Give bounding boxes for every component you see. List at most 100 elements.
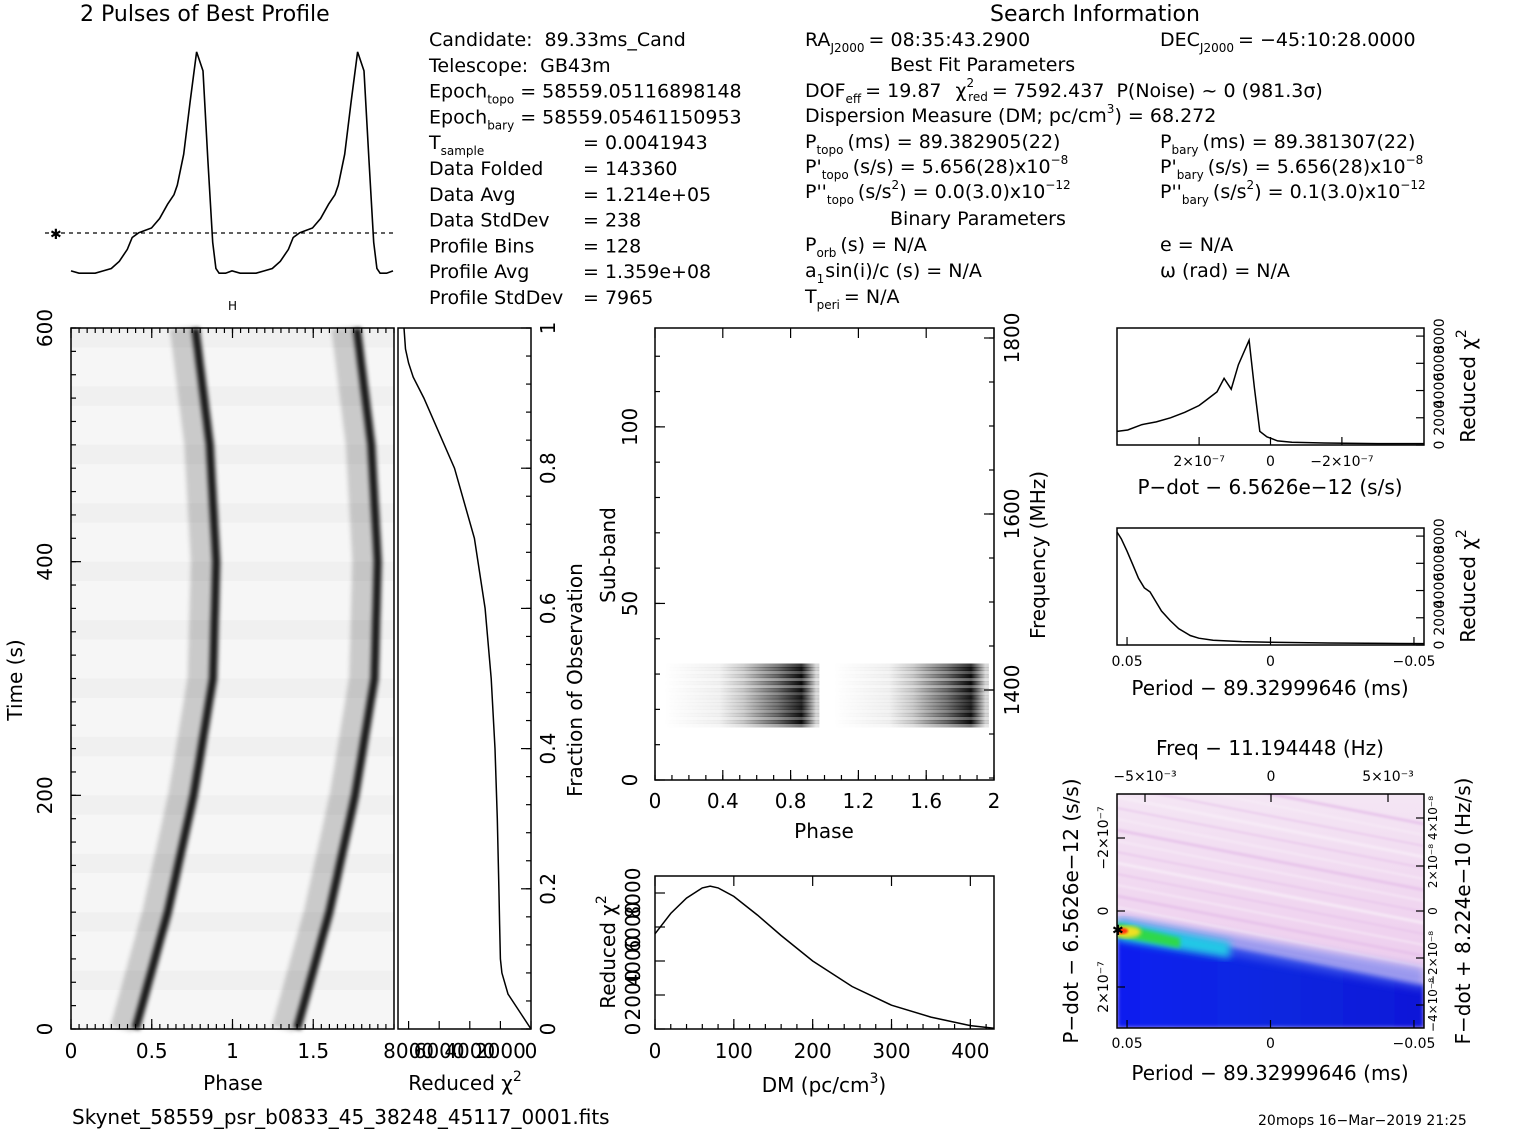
axis-label: Reduced χ2 xyxy=(594,895,620,1009)
time-phase-pulses xyxy=(110,326,382,1032)
subband-pulse xyxy=(719,691,816,696)
time-phase-row xyxy=(71,814,394,835)
candidate-info-label: Candidate: xyxy=(429,29,533,51)
candidate-info-row: Data StdDev = 238 xyxy=(429,210,641,232)
time-phase-row xyxy=(71,561,394,582)
period-pdot-streak xyxy=(1262,794,1424,826)
subband-pulse xyxy=(719,670,816,675)
axis-label: Freq − 11.194448 (Hz) xyxy=(1156,736,1384,760)
candidate-info-value: = 1.214e+05 xyxy=(583,184,711,206)
subband-ytick-label: 100 xyxy=(618,408,642,446)
axis-label-sup: 2 xyxy=(1454,329,1470,338)
fraction-ytick-label: 0.8 xyxy=(536,452,560,484)
dm-ytick-label: 0 xyxy=(621,1023,645,1036)
time-phase-xtick-label: 1 xyxy=(226,1039,239,1063)
subband-pulse xyxy=(719,695,816,700)
time-phase-row xyxy=(71,620,394,640)
axis-label: P−dot − 6.5626e−12 (s/s) xyxy=(1059,778,1083,1043)
time-phase-row xyxy=(71,756,394,776)
subband-pulse xyxy=(888,723,986,728)
period-chi2-line xyxy=(1116,531,1425,645)
period-pdot-peak-core xyxy=(1117,928,1128,934)
pdot-xtick-label: 0 xyxy=(1266,454,1275,470)
time-phase-row xyxy=(71,892,394,913)
period-pdot-xtick-label: 0 xyxy=(1266,1036,1275,1052)
axis-label-text: Fraction of Observation xyxy=(563,563,587,797)
fraction-ytick-label: 0 xyxy=(536,1023,560,1036)
subband-pulse xyxy=(888,667,986,671)
time-phase-row xyxy=(71,347,394,367)
pddot-topo-line: P''topo (s/s2) = 0.0(3.0)x10−12 xyxy=(805,178,1071,207)
candidate-info-label: Profile StdDev xyxy=(429,287,563,309)
subband-xtick-label: 1.2 xyxy=(842,789,874,813)
time-phase-panel: 0 0.5 1 1.5 0 200 400 600 xyxy=(33,309,395,1063)
subband-xtick-label: 0.8 xyxy=(775,789,807,813)
candidate-info-label: Profile Avg xyxy=(429,261,529,283)
axis-label-text: DM (pc/cm xyxy=(762,1073,870,1097)
time-phase-row xyxy=(71,542,394,562)
fraction-xtick-label: 6000 xyxy=(414,1039,465,1063)
period-pdot-streak xyxy=(1117,851,1424,913)
candidate-info-row: Profile Avg = 1.359e+08 xyxy=(429,261,711,283)
subband-pulse xyxy=(719,720,816,724)
time-phase-ytick-label: 400 xyxy=(33,543,57,581)
fdot-ytick-label: 2×10⁻⁸ xyxy=(1426,844,1440,888)
subband-xtick-label: 1.6 xyxy=(910,789,942,813)
period-pdot-ytick-label: −2×10⁻⁷ xyxy=(1096,806,1112,869)
axis-label-text: Period − 89.32999646 (ms) xyxy=(1131,1061,1408,1085)
time-phase-row xyxy=(71,853,394,874)
frequency-ytick-label: 1600 xyxy=(1000,489,1024,540)
axis-label-text: Reduced χ xyxy=(408,1071,513,1095)
pdot-bary-line: P'bary (s/s) = 5.656(28)x10−8 xyxy=(1160,153,1423,182)
candidate-info-row: Candidate: 89.33ms_Cand xyxy=(429,29,686,51)
time-phase-row xyxy=(71,425,394,445)
time-phase-ticks: 0 0.5 1 1.5 0 200 400 600 xyxy=(33,309,395,1063)
period-pdot-ytick-label: 0 xyxy=(1096,907,1112,916)
candidate-info-label: Profile Bins xyxy=(429,235,534,257)
subband-pulse xyxy=(888,677,986,682)
axis-label-sup: 2 xyxy=(594,895,610,904)
time-phase-row xyxy=(71,581,394,601)
axis-label-text: Reduced χ xyxy=(1456,338,1480,443)
dof-line: DOFeff = 19.87 χ2 red = 7592.437 P(Noise) ~ 0… xyxy=(805,76,1323,106)
axis-label-text: Reduced χ xyxy=(596,904,620,1009)
subband-pulse xyxy=(719,709,816,714)
subband-pulse xyxy=(719,698,816,703)
freq-xtick-label: 5×10⁻³ xyxy=(1362,769,1413,785)
period-pdot-streak xyxy=(1117,818,1424,880)
small-panel-ytick-label: 2000 xyxy=(1432,400,1448,436)
freq-xtick-label: 0 xyxy=(1267,769,1276,785)
subband-pulse xyxy=(888,670,986,675)
dm-xtick-label: 100 xyxy=(715,1039,753,1063)
axis-label-sup: 3 xyxy=(870,1071,879,1087)
time-phase-row xyxy=(71,405,394,426)
time-phase-row xyxy=(71,366,394,387)
fdot-ytick-label: −4×10⁻⁸ xyxy=(1426,978,1440,1032)
omega-line: ω (rad) = N/A xyxy=(1160,260,1290,282)
fraction-ytick-label: 0.4 xyxy=(536,733,560,765)
time-phase-row xyxy=(71,873,394,893)
candidate-info-value: = 1.359e+08 xyxy=(583,261,711,283)
dec-line: DECJ2000 = −45:10:28.0000 xyxy=(1160,29,1416,55)
fraction-xtick-label: 2000 xyxy=(475,1039,526,1063)
period-pdot-streak xyxy=(1210,794,1424,836)
period-pdot-streak xyxy=(1117,884,1424,946)
subband-pulse xyxy=(719,684,816,689)
fraction-xtick-label: 0 xyxy=(525,1039,538,1063)
dm-xtick-label: 300 xyxy=(872,1039,910,1063)
candidate-info-label: T xyxy=(428,132,441,154)
small-panel-ytick-label: 6000 xyxy=(1432,545,1448,581)
dm-xtick-label: 0 xyxy=(649,1039,662,1063)
axis-label: Reduced χ2 xyxy=(1454,329,1480,443)
time-phase-row xyxy=(71,912,394,932)
time-phase-row xyxy=(71,503,394,523)
period-pdot-streak xyxy=(1117,894,1424,958)
footer-stamp: 20mops 16−Mar−2019 21:25 xyxy=(1258,1113,1467,1129)
time-phase-xtick-label: 0.5 xyxy=(136,1039,168,1063)
time-phase-pulse-wing xyxy=(110,326,213,1032)
axis-label: Frequency (MHz) xyxy=(1026,471,1050,639)
